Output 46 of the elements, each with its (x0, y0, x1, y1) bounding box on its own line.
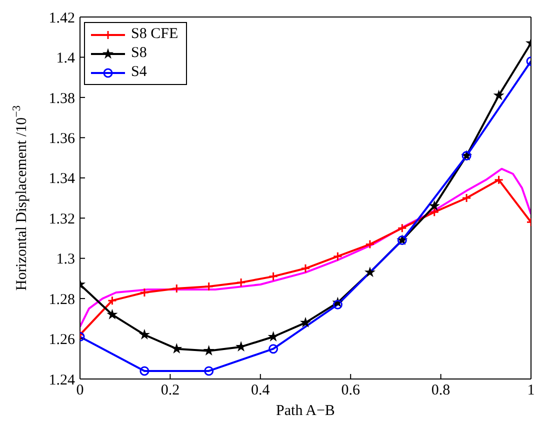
x-tick-label: 0.8 (431, 382, 450, 399)
y-tick-label: 1.4 (56, 50, 76, 67)
point (430, 207, 440, 217)
point (332, 300, 342, 310)
y-tick-label: 1.3 (56, 252, 75, 268)
point (204, 346, 214, 355)
point (332, 252, 342, 262)
point (172, 344, 182, 353)
y-tick-label: 1.32 (48, 211, 75, 228)
x-tick-label: 0.4 (251, 382, 270, 399)
point (268, 272, 278, 282)
x-tick-label: 0.2 (160, 382, 180, 399)
point (108, 310, 117, 319)
y-tick-label: 1.36 (48, 130, 76, 147)
y-tick-label: 1.24 (48, 372, 76, 388)
legend-label: S4 (131, 63, 147, 82)
y-tick-label: 1.38 (48, 90, 75, 107)
point (236, 278, 246, 288)
point (430, 201, 439, 210)
point (140, 288, 150, 298)
point (204, 366, 214, 376)
point (462, 193, 472, 203)
point (172, 284, 182, 294)
point (107, 296, 117, 306)
y-tick-label: 1.42 (48, 10, 75, 26)
y-tick-label: 1.34 (48, 171, 76, 188)
point (140, 366, 150, 376)
point (300, 264, 310, 274)
point (140, 330, 149, 339)
y-tick-label: 1.26 (48, 332, 76, 348)
point (365, 240, 375, 250)
x-tick-label: 0.6 (341, 382, 360, 399)
legend-label: S8 (131, 44, 147, 63)
point (268, 344, 278, 354)
x-axis-title: Path A−B (276, 403, 335, 419)
point (494, 90, 504, 100)
x-tick-label: 0 (76, 382, 84, 399)
point (204, 282, 214, 292)
y-tick-label: 1.28 (48, 292, 75, 308)
point (494, 175, 504, 185)
point (301, 318, 310, 327)
point (268, 332, 278, 341)
x-tick-label: 1 (527, 382, 535, 399)
point (365, 268, 374, 276)
legend-label: S8 CFE (131, 25, 178, 44)
point (397, 223, 407, 233)
